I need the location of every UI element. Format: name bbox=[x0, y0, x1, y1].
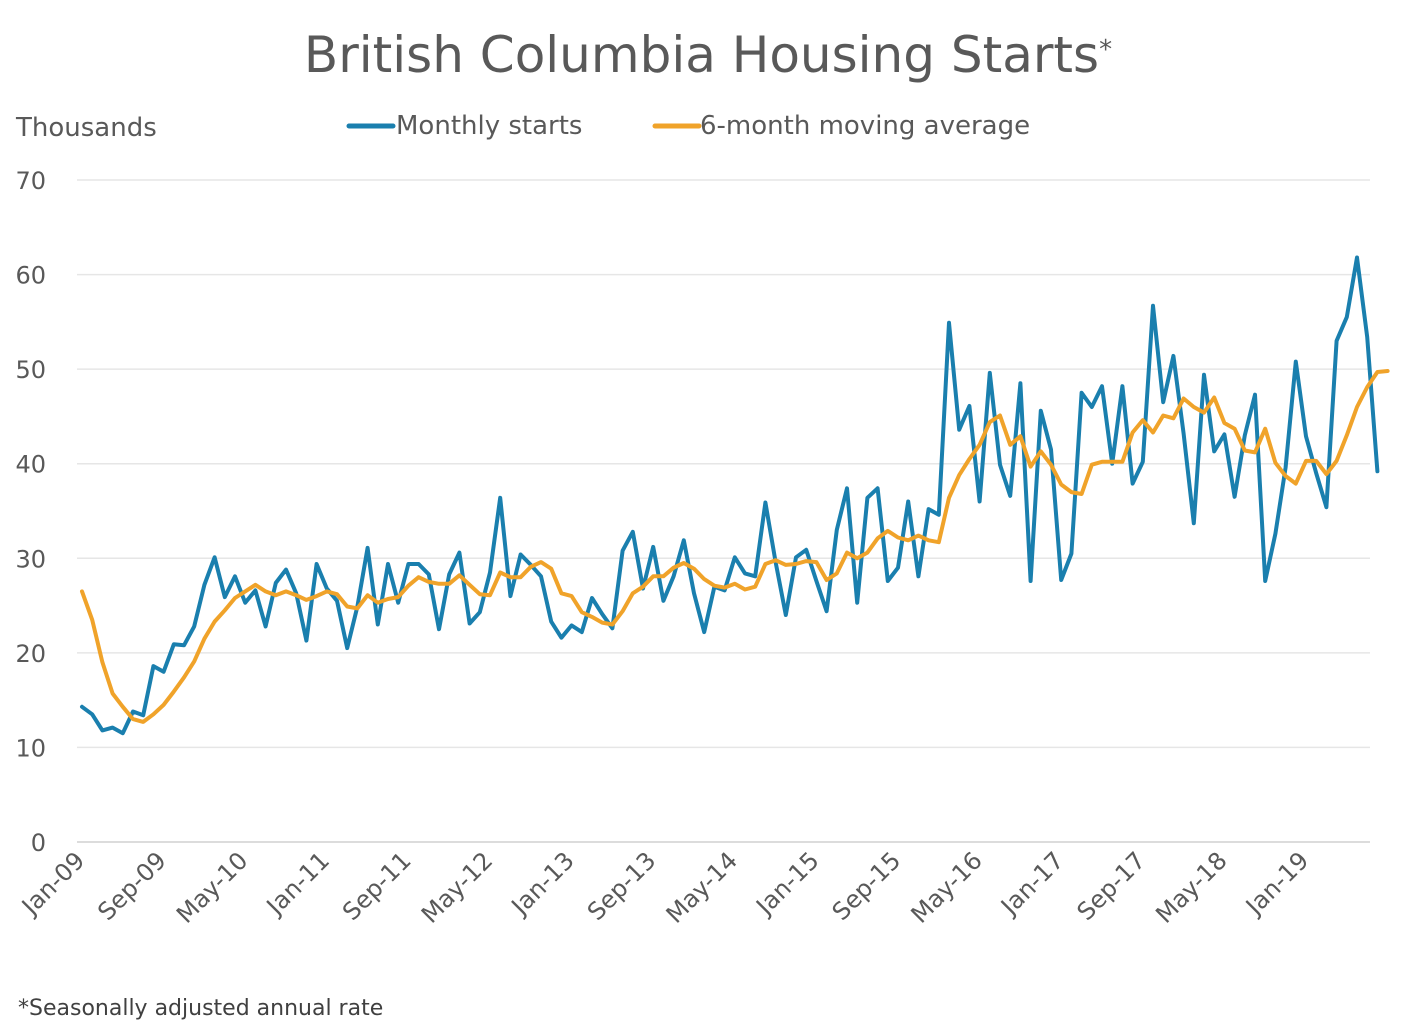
y-tick-label: 10 bbox=[15, 734, 46, 762]
y-tick-label: 60 bbox=[15, 262, 46, 290]
x-tick-label: Sep-11 bbox=[337, 846, 417, 926]
legend: Monthly starts 6-month moving average bbox=[346, 111, 1030, 141]
chart-title-text: British Columbia Housing Starts bbox=[304, 26, 1099, 84]
series-line-moving-average bbox=[80, 369, 1390, 724]
series bbox=[80, 255, 1390, 736]
x-tick-label: Jan-09 bbox=[15, 846, 90, 921]
y-axis-unit-label: Thousands bbox=[15, 113, 157, 143]
chart-title: British Columbia Housing Starts* bbox=[304, 26, 1112, 84]
x-tick-label: Jan-19 bbox=[1239, 846, 1314, 921]
x-tick-label: May-12 bbox=[416, 846, 498, 928]
x-axis-ticks: Jan-09 Sep-09 May-10 Jan-11 Sep-11 May-12 Jan-… bbox=[15, 846, 1314, 928]
y-axis-ticks: 0 10 20 30 40 50 60 70 bbox=[15, 167, 46, 857]
legend-label-monthly-starts: Monthly starts bbox=[396, 111, 582, 141]
x-tick-label: May-18 bbox=[1150, 846, 1232, 928]
y-tick-label: 20 bbox=[15, 640, 46, 668]
chart-title-asterisk: * bbox=[1099, 35, 1112, 65]
y-tick-label: 30 bbox=[15, 545, 46, 573]
x-tick-label: Sep-15 bbox=[827, 846, 907, 926]
x-tick-label: May-16 bbox=[906, 846, 988, 928]
x-tick-label: Jan-17 bbox=[994, 846, 1069, 921]
x-tick-label: Jan-13 bbox=[505, 846, 580, 921]
y-tick-label: 0 bbox=[31, 829, 46, 857]
x-tick-label: May-14 bbox=[661, 846, 743, 928]
x-tick-label: Sep-13 bbox=[582, 846, 662, 926]
x-tick-label: Jan-11 bbox=[260, 846, 335, 921]
series-line-monthly-starts bbox=[80, 255, 1380, 736]
footnote: *Seasonally adjusted annual rate bbox=[18, 996, 383, 1021]
x-tick-label: Sep-17 bbox=[1072, 846, 1152, 926]
x-tick-label: Sep-09 bbox=[92, 846, 172, 926]
y-tick-label: 50 bbox=[15, 356, 46, 384]
legend-label-moving-average: 6-month moving average bbox=[700, 111, 1030, 141]
x-tick-label: May-10 bbox=[171, 846, 253, 928]
gridlines bbox=[77, 179, 1370, 843]
y-tick-label: 40 bbox=[15, 451, 46, 479]
y-tick-label: 70 bbox=[15, 167, 46, 195]
x-tick-label: Jan-15 bbox=[750, 846, 825, 921]
